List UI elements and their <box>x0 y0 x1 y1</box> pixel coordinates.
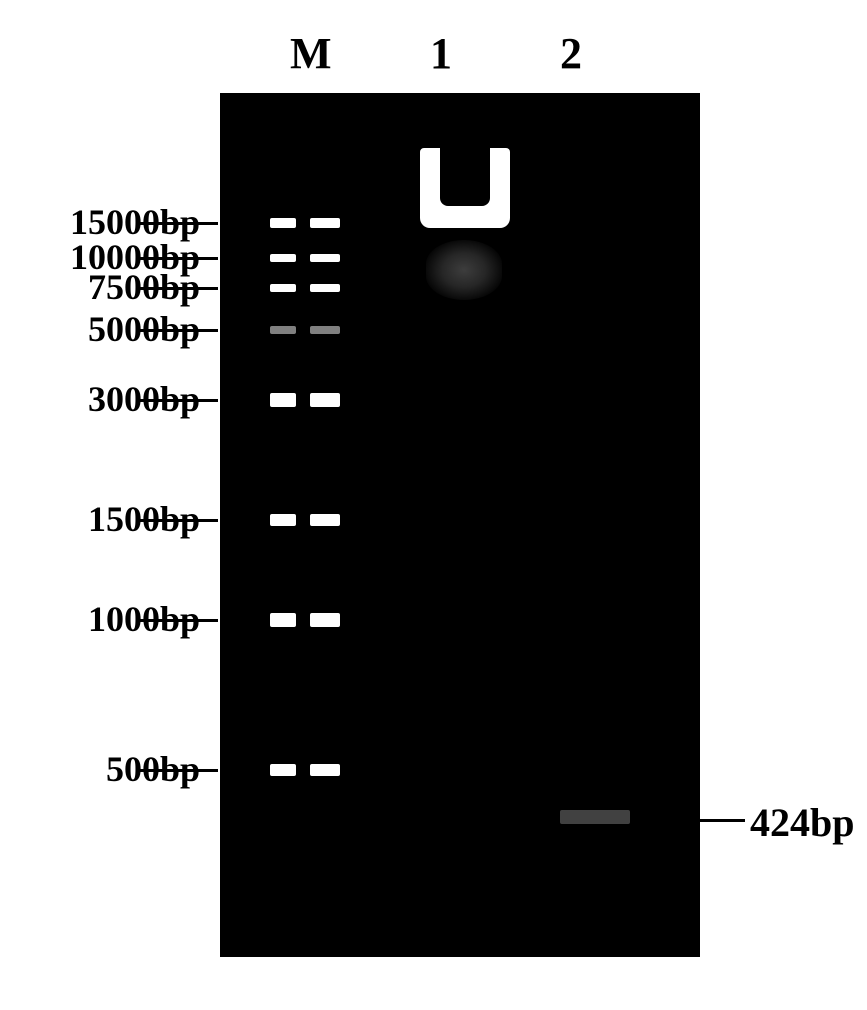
ladder-band-right-5000bp <box>310 326 340 334</box>
ladder-tick-500bp <box>140 769 218 772</box>
lane-header-1: 1 <box>430 28 452 79</box>
ladder-tick-15000bp <box>140 222 218 225</box>
ladder-tick-10000bp <box>140 257 218 260</box>
annotation-tick-424bp <box>700 819 745 822</box>
ladder-band-right-10000bp <box>310 254 340 262</box>
ladder-band-right-1500bp <box>310 514 340 526</box>
ladder-band-right-15000bp <box>310 218 340 228</box>
ladder-band-right-1000bp <box>310 613 340 627</box>
gel-electrophoresis-figure: M12 15000bp10000bp7500bp5000bp3000bp1500… <box>0 0 867 1010</box>
ladder-tick-7500bp <box>140 287 218 290</box>
ladder-band-left-1000bp <box>270 613 296 627</box>
ladder-band-left-7500bp <box>270 284 296 292</box>
ladder-band-left-500bp <box>270 764 296 776</box>
annotation-label-424bp: 424bp <box>750 799 855 846</box>
ladder-band-left-3000bp <box>270 393 296 407</box>
ladder-band-left-5000bp <box>270 326 296 334</box>
gel-bottom-edge <box>220 957 700 960</box>
ladder-band-right-3000bp <box>310 393 340 407</box>
lane-header-M: M <box>290 28 332 79</box>
ladder-band-left-1500bp <box>270 514 296 526</box>
ladder-tick-1000bp <box>140 619 218 622</box>
lane-header-2: 2 <box>560 28 582 79</box>
ladder-tick-1500bp <box>140 519 218 522</box>
ladder-band-right-500bp <box>310 764 340 776</box>
lane1-well-notch <box>440 148 490 206</box>
ladder-tick-5000bp <box>140 329 218 332</box>
lane2-band-424bp <box>560 810 630 824</box>
ladder-band-right-7500bp <box>310 284 340 292</box>
lane1-smear <box>426 240 502 300</box>
ladder-band-left-15000bp <box>270 218 296 228</box>
gel-top-edge <box>220 90 700 93</box>
ladder-tick-3000bp <box>140 399 218 402</box>
ladder-band-left-10000bp <box>270 254 296 262</box>
